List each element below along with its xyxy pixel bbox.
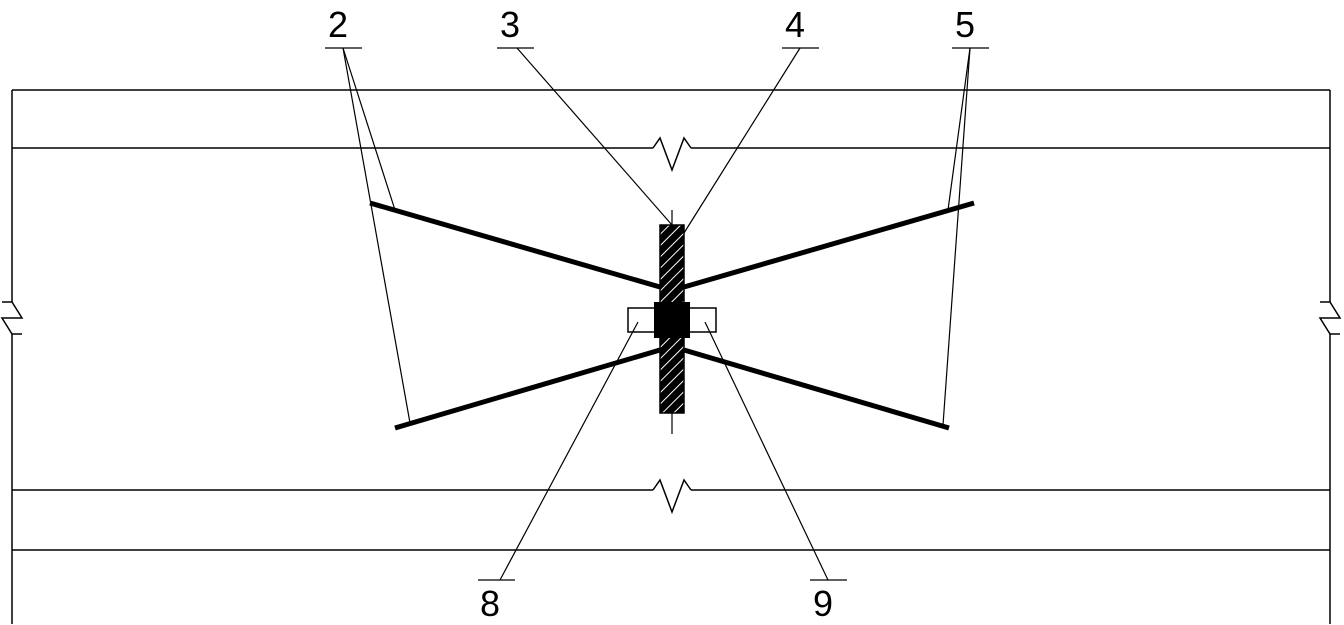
inner-top-line — [12, 138, 1330, 170]
label-4: 4 — [785, 4, 805, 46]
label-9: 9 — [813, 583, 833, 625]
diagram-svg — [0, 0, 1344, 624]
label-5: 5 — [955, 4, 975, 46]
label-2: 2 — [328, 4, 348, 46]
horizontal-bar — [628, 302, 716, 338]
break-mark-right — [1320, 302, 1340, 334]
label-8: 8 — [480, 583, 500, 625]
label-3: 3 — [500, 4, 520, 46]
break-mark-left — [2, 302, 22, 334]
inner-bottom-line — [12, 480, 1330, 512]
